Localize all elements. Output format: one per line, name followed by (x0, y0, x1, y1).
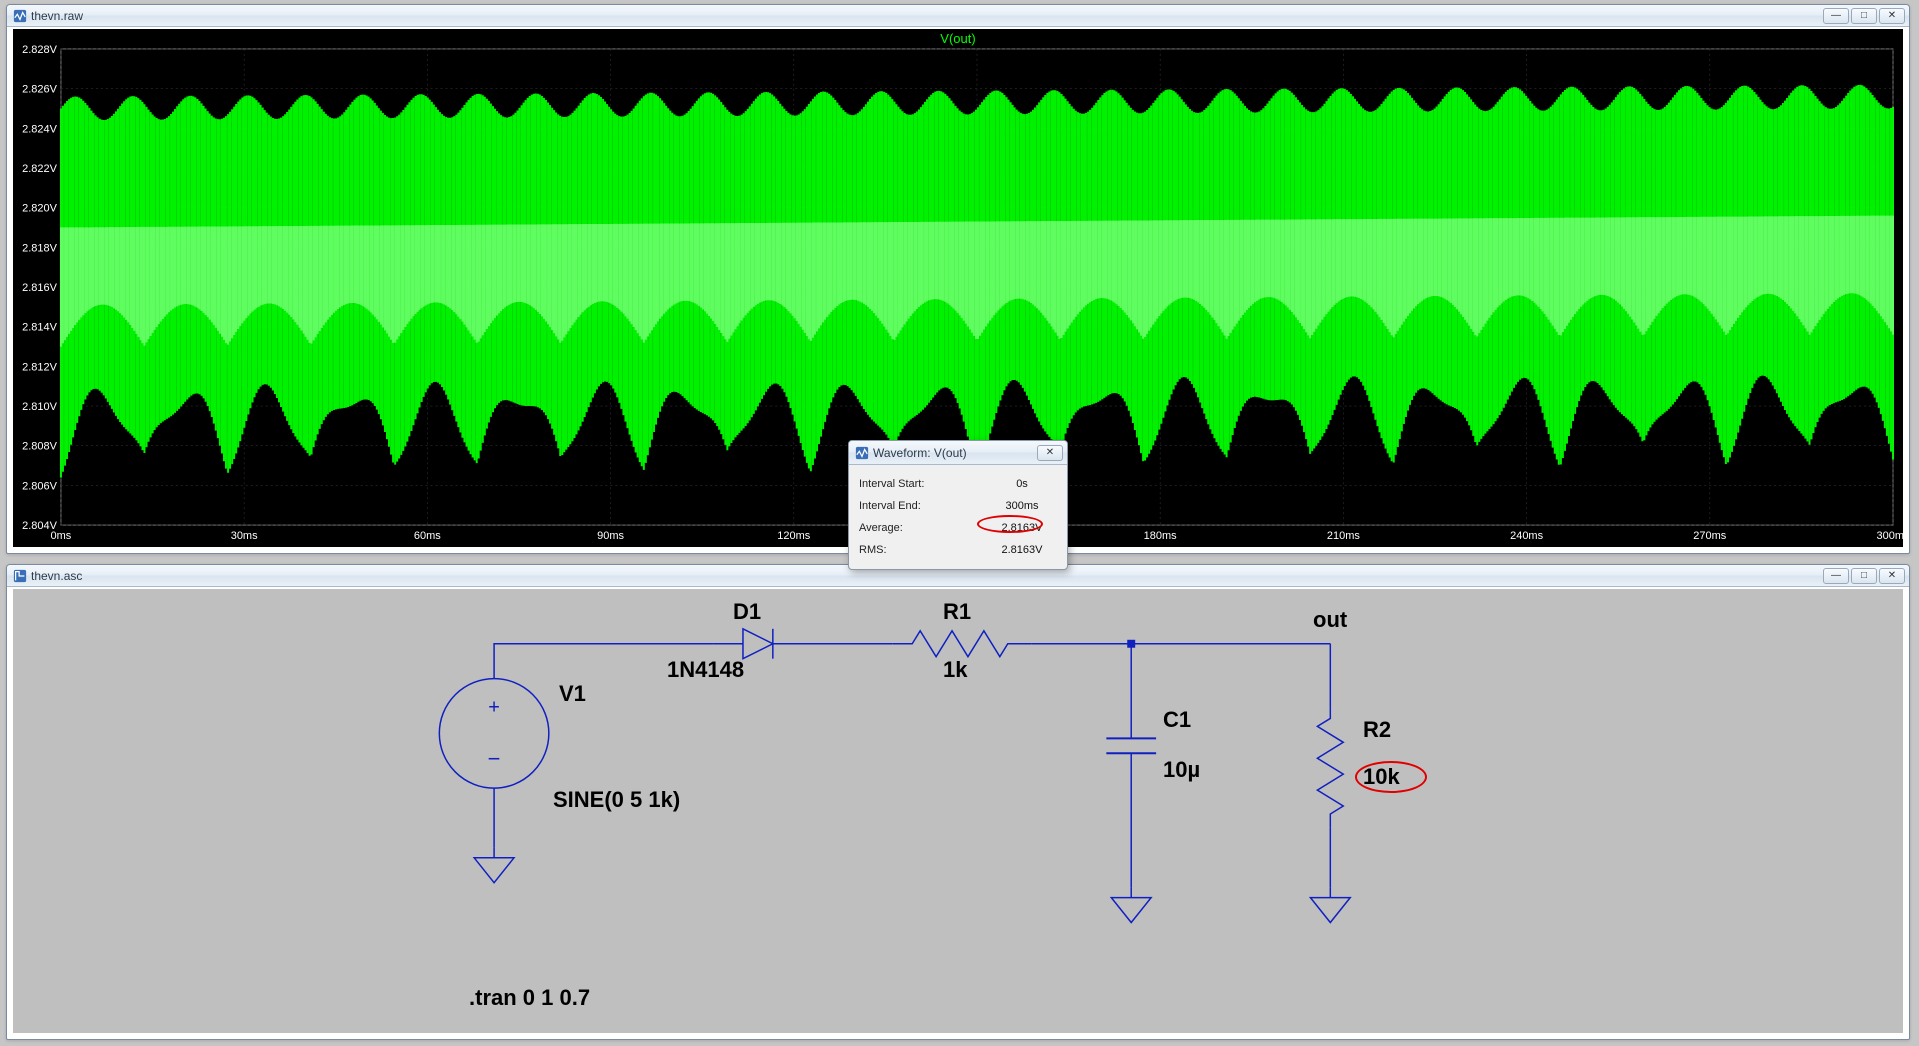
ground-symbol (1111, 888, 1151, 923)
svg-text:2.820V: 2.820V (22, 203, 57, 215)
dialog-label: Average: (859, 522, 903, 534)
label-r1-ref[interactable]: R1 (943, 599, 971, 625)
dialog-value: 300ms (987, 500, 1057, 512)
svg-text:210ms: 210ms (1327, 530, 1360, 542)
label-r1-val[interactable]: 1k (943, 657, 967, 683)
dialog-close-button[interactable]: ✕ (1037, 445, 1063, 461)
svg-text:60ms: 60ms (414, 530, 441, 542)
resistor-r2[interactable] (1317, 708, 1343, 827)
waveform-title: thevn.raw (31, 9, 1823, 23)
dialog-body: Interval Start: 0s Interval End: 300ms A… (849, 465, 1067, 569)
svg-text:2.810V: 2.810V (22, 401, 57, 413)
dialog-value: 2.8163V (987, 522, 1057, 534)
svg-text:2.808V: 2.808V (22, 441, 57, 453)
svg-text:2.814V: 2.814V (22, 322, 57, 334)
dialog-row-average: Average: 2.8163V (859, 517, 1057, 539)
ground-symbol (474, 848, 514, 883)
svg-text:2.826V: 2.826V (22, 84, 57, 96)
app-icon (13, 9, 27, 23)
dialog-value: 2.8163V (987, 544, 1057, 556)
label-v1-val[interactable]: SINE(0 5 1k) (553, 787, 680, 813)
svg-text:+: + (488, 696, 500, 718)
svg-text:270ms: 270ms (1693, 530, 1726, 542)
svg-text:240ms: 240ms (1510, 530, 1543, 542)
svg-text:2.816V: 2.816V (22, 282, 57, 294)
svg-text:90ms: 90ms (597, 530, 624, 542)
window-buttons: — □ ✕ (1823, 8, 1905, 24)
svg-text:2.818V: 2.818V (22, 242, 57, 254)
maximize-button[interactable]: □ (1851, 568, 1877, 584)
label-d1-val[interactable]: 1N4148 (667, 657, 744, 683)
schematic-svg: + − (13, 589, 1903, 1033)
schematic-title: thevn.asc (31, 569, 1823, 583)
schematic-canvas[interactable]: + − D1 1N4148 R1 1k V1 SINE(0 5 1k) C1 1… (13, 589, 1903, 1033)
svg-text:−: − (488, 746, 501, 771)
spice-directive[interactable]: .tran 0 1 0.7 (469, 985, 590, 1011)
dialog-row-interval-end: Interval End: 300ms (859, 495, 1057, 517)
svg-text:30ms: 30ms (231, 530, 258, 542)
label-r2-val[interactable]: 10k (1363, 764, 1400, 790)
svg-text:2.812V: 2.812V (22, 361, 57, 373)
dialog-row-interval-start: Interval Start: 0s (859, 473, 1057, 495)
dialog-label: RMS: (859, 544, 887, 556)
label-d1-ref[interactable]: D1 (733, 599, 761, 625)
minimize-button[interactable]: — (1823, 568, 1849, 584)
label-v1-ref[interactable]: V1 (559, 681, 586, 707)
waveform-info-dialog[interactable]: Waveform: V(out) ✕ Interval Start: 0s In… (848, 440, 1068, 570)
voltage-source-v1[interactable]: + − (439, 679, 549, 789)
capacitor-c1[interactable] (1106, 738, 1156, 753)
app-icon (855, 446, 869, 460)
svg-text:2.822V: 2.822V (22, 163, 57, 175)
close-button[interactable]: ✕ (1879, 8, 1905, 24)
dialog-value: 0s (987, 478, 1057, 490)
label-c1-val[interactable]: 10µ (1163, 757, 1200, 783)
svg-text:120ms: 120ms (777, 530, 810, 542)
schematic-window: thevn.asc — □ ✕ (6, 564, 1910, 1040)
dialog-label: Interval End: (859, 500, 921, 512)
minimize-button[interactable]: — (1823, 8, 1849, 24)
label-r2-ref[interactable]: R2 (1363, 717, 1391, 743)
ground-symbol (1310, 888, 1350, 923)
close-button[interactable]: ✕ (1879, 568, 1905, 584)
svg-text:2.806V: 2.806V (22, 480, 57, 492)
dialog-row-rms: RMS: 2.8163V (859, 539, 1057, 561)
diode-d1[interactable] (713, 629, 892, 659)
app-icon (13, 569, 27, 583)
svg-text:0ms: 0ms (51, 530, 72, 542)
svg-text:2.828V: 2.828V (22, 44, 57, 56)
svg-text:300ms: 300ms (1877, 530, 1903, 542)
dialog-label: Interval Start: (859, 478, 924, 490)
dialog-title: Waveform: V(out) (873, 446, 1037, 460)
svg-text:180ms: 180ms (1144, 530, 1177, 542)
net-label-out[interactable]: out (1313, 607, 1347, 633)
label-c1-ref[interactable]: C1 (1163, 707, 1191, 733)
svg-text:2.824V: 2.824V (22, 123, 57, 135)
resistor-r1[interactable] (892, 631, 1031, 657)
waveform-titlebar[interactable]: thevn.raw — □ ✕ (7, 5, 1909, 27)
maximize-button[interactable]: □ (1851, 8, 1877, 24)
dialog-titlebar[interactable]: Waveform: V(out) ✕ (849, 441, 1067, 465)
trace-label[interactable]: V(out) (940, 31, 975, 46)
